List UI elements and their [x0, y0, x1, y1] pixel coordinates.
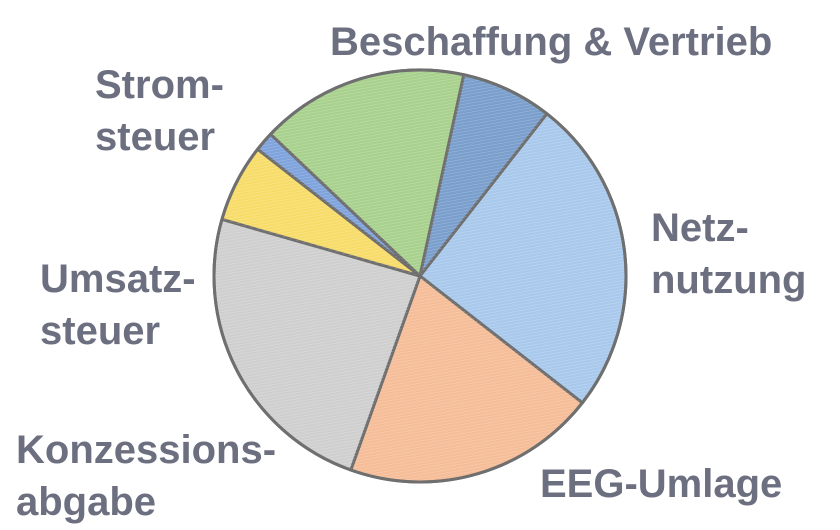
- pie-slice-konzessionsabgabe-texture: [221, 149, 420, 276]
- pie-slice-beschaffungvertrieb-texture: [420, 113, 627, 403]
- pie-slice-stromsteuer-texture: [420, 74, 547, 276]
- slice-label-konzessionsabgabe: Konzessions- abgabe: [16, 428, 277, 524]
- slice-label-eeg-umlage: EEG-Umlage: [540, 462, 783, 506]
- slice-label-netznutzung: Netz- nutzung: [651, 206, 807, 302]
- slice-label-umsatzsteuer: Umsatz- steuer: [40, 257, 196, 353]
- pie-slice-netznutzung-texture: [350, 276, 583, 482]
- pie-slice-umsatzsteuer-texture: [270, 70, 464, 277]
- slice-label-beschaffung-vertrieb: Beschaffung & Vertrieb: [330, 20, 773, 64]
- pie-slice-slice-4-texture: [257, 134, 420, 276]
- pie-slice-eegumlage-texture: [214, 219, 420, 471]
- slice-label-stromsteuer: Strom- steuer: [95, 63, 224, 159]
- pie-outline: [212, 68, 628, 484]
